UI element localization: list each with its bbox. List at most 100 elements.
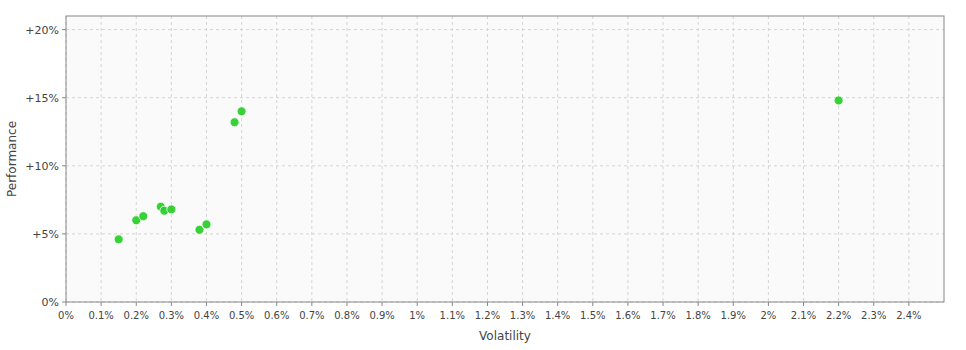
x-tick [627,302,628,306]
x-tick [171,302,172,306]
x-grid-line [557,16,558,302]
x-tick [382,302,383,306]
x-grid-line [733,16,734,302]
x-grid-line [171,16,172,302]
x-grid-line [417,16,418,302]
x-tick-label: 0.4% [194,310,219,321]
x-tick-label: 0.5% [229,310,254,321]
y-tick-label: +5% [32,228,59,241]
y-tick [62,302,66,303]
x-tick-label: 2.1% [791,310,816,321]
x-tick [136,302,137,306]
x-grid-line [311,16,312,302]
x-tick [101,302,102,306]
x-grid-line [908,16,909,302]
x-tick-label: 1% [409,310,425,321]
x-tick [276,302,277,306]
x-grid-line [276,16,277,302]
scatter-point [167,205,176,214]
x-grid-line [346,16,347,302]
x-grid-line [382,16,383,302]
chart-container: 0% 0.1% 0.2% 0.3% 0.4% 0.5% 0.6% 0.7% 0.8% 0.9% 1%… [0,0,966,350]
x-tick-label: 1.2% [475,310,500,321]
x-tick [452,302,453,306]
axes: 0% 0.1% 0.2% 0.3% 0.4% 0.5% 0.6% 0.7% 0.8% 0.9% 1%… [25,16,944,321]
scatter-point [202,220,211,229]
grid [66,16,944,302]
x-grid-line [663,16,664,302]
x-grid-line [803,16,804,302]
x-grid-line [241,16,242,302]
x-tick-label: 2.3% [861,310,886,321]
x-grid-line [768,16,769,302]
x-tick-label: 0.7% [299,310,324,321]
scatter-point [139,212,148,221]
x-tick-label: 1.7% [650,310,675,321]
points [114,96,843,244]
plot-area [66,16,944,302]
x-tick [487,302,488,306]
x-tick-label: 0.3% [159,310,184,321]
x-tick-label: 2.4% [896,310,921,321]
y-tick [62,233,66,234]
x-tick-label: 1.4% [545,310,570,321]
x-tick-label: 0.6% [264,310,289,321]
x-tick [838,302,839,306]
scatter-point [834,96,843,105]
y-axis-label: Performance [5,121,19,197]
y-grid-line [66,97,944,98]
x-tick-label: 1.5% [580,310,605,321]
x-tick [557,302,558,306]
y-tick-label: +20% [25,24,59,37]
x-grid-line [136,16,137,302]
y-tick-label: +15% [25,92,59,105]
x-tick-label: 1.3% [510,310,535,321]
x-tick [241,302,242,306]
x-tick [663,302,664,306]
x-tick [698,302,699,306]
x-axis-label: Volatility [479,329,531,343]
y-grid-line [66,29,944,30]
chart-svg: 0% 0.1% 0.2% 0.3% 0.4% 0.5% 0.6% 0.7% 0.8% 0.9% 1%… [0,0,966,350]
x-tick-label: 0.2% [124,310,149,321]
x-grid-line [452,16,453,302]
scatter-point [114,235,123,244]
y-tick [62,29,66,30]
x-tick [206,302,207,306]
x-tick [346,302,347,306]
x-tick [311,302,312,306]
y-grid-line [66,165,944,166]
x-tick-label: 2.2% [826,310,851,321]
x-tick-label: 1.8% [685,310,710,321]
plot-frame [66,16,944,302]
x-tick [873,302,874,306]
x-tick [522,302,523,306]
x-grid-line [206,16,207,302]
x-grid-line [627,16,628,302]
x-tick [768,302,769,306]
x-tick-label: 2% [760,310,776,321]
x-tick-label: 0.8% [334,310,359,321]
x-tick [592,302,593,306]
x-tick [66,302,67,306]
x-tick-label: 1.1% [440,310,465,321]
scatter-point [237,107,246,116]
x-grid-line [838,16,839,302]
x-tick-label: 0.1% [88,310,113,321]
y-tick [62,165,66,166]
x-grid-line [522,16,523,302]
x-tick [908,302,909,306]
y-tick-label: +10% [25,160,59,173]
x-tick [733,302,734,306]
x-grid-line [487,16,488,302]
x-tick-label: 0% [58,310,74,321]
x-grid-line [698,16,699,302]
x-tick-label: 1.6% [615,310,640,321]
scatter-point [230,118,239,127]
y-tick-label: 0% [42,296,59,309]
x-grid-line [873,16,874,302]
x-tick [417,302,418,306]
x-tick-label: 1.9% [721,310,746,321]
x-tick-label: 0.9% [369,310,394,321]
x-tick [803,302,804,306]
